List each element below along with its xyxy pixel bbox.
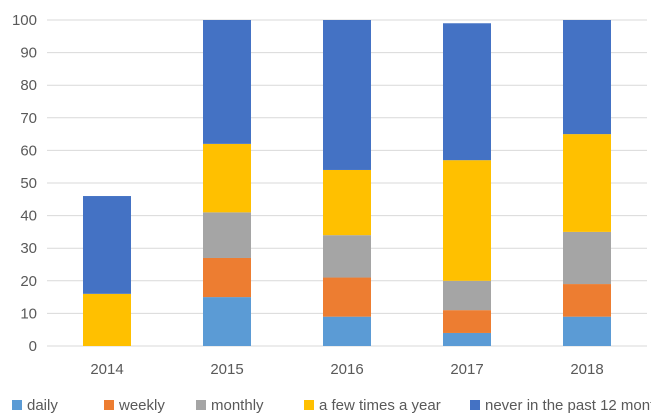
bar-segment-a-few-times-a-year-2018 [563, 134, 611, 232]
x-tick-label: 2015 [210, 361, 243, 378]
x-tick-label: 2018 [570, 361, 603, 378]
y-axis-ticks: 0 10 20 30 40 50 60 70 80 90 100 [12, 12, 37, 355]
bar-segment-monthly-2015 [203, 212, 251, 258]
bar-segment-daily-2016 [323, 316, 371, 346]
bar-segment-weekly-2018 [563, 284, 611, 317]
legend-swatch [104, 400, 114, 410]
y-tick-label: 20 [20, 273, 37, 290]
bar-segment-daily-2018 [563, 316, 611, 346]
bar-segment-daily-2017 [443, 332, 491, 346]
bar-segment-weekly-2015 [203, 257, 251, 298]
x-tick-label: 2014 [90, 361, 123, 378]
y-tick-label: 50 [20, 175, 37, 192]
bar-segment-a-few-times-a-year-2014 [83, 293, 131, 346]
legend-label: monthly [211, 397, 264, 414]
bar-segment-never-in-the-past-12-months-2016 [323, 20, 371, 170]
y-tick-label: 0 [29, 338, 37, 355]
bar-segment-monthly-2018 [563, 231, 611, 285]
legend-label: weekly [118, 397, 165, 414]
x-tick-label: 2016 [330, 361, 363, 378]
bar-segment-weekly-2016 [323, 277, 371, 317]
bar-segment-a-few-times-a-year-2015 [203, 143, 251, 213]
legend-swatch [12, 400, 22, 410]
bars [83, 20, 611, 346]
y-tick-label: 90 [20, 45, 37, 62]
bar-segment-weekly-2017 [443, 310, 491, 333]
bar-segment-never-in-the-past-12-months-2018 [563, 20, 611, 135]
legend-swatch [196, 400, 206, 410]
legend-swatch [304, 400, 314, 410]
y-tick-label: 60 [20, 142, 37, 159]
bar-segment-monthly-2017 [443, 280, 491, 311]
y-tick-label: 30 [20, 240, 37, 257]
bar-segment-never-in-the-past-12-months-2017 [443, 23, 491, 161]
bar-segment-never-in-the-past-12-months-2015 [203, 20, 251, 144]
legend-swatch [470, 400, 480, 410]
bar-segment-never-in-the-past-12-months-2014 [83, 196, 131, 294]
bar-segment-a-few-times-a-year-2017 [443, 160, 491, 281]
y-tick-label: 10 [20, 305, 37, 322]
x-axis-ticks: 2014 2015 2016 2017 2018 [90, 361, 603, 378]
legend-label: daily [27, 397, 58, 414]
y-tick-label: 70 [20, 110, 37, 127]
legend-label: a few times a year [319, 397, 441, 414]
bar-segment-a-few-times-a-year-2016 [323, 169, 371, 236]
y-tick-label: 40 [20, 208, 37, 225]
x-tick-label: 2017 [450, 361, 483, 378]
legend-label: never in the past 12 months [485, 397, 651, 414]
legend: daily weekly monthly a few times a year neve… [12, 397, 651, 414]
y-tick-label: 80 [20, 77, 37, 94]
y-tick-label: 100 [12, 12, 37, 29]
bar-segment-daily-2015 [203, 297, 251, 346]
bar-segment-monthly-2016 [323, 235, 371, 278]
